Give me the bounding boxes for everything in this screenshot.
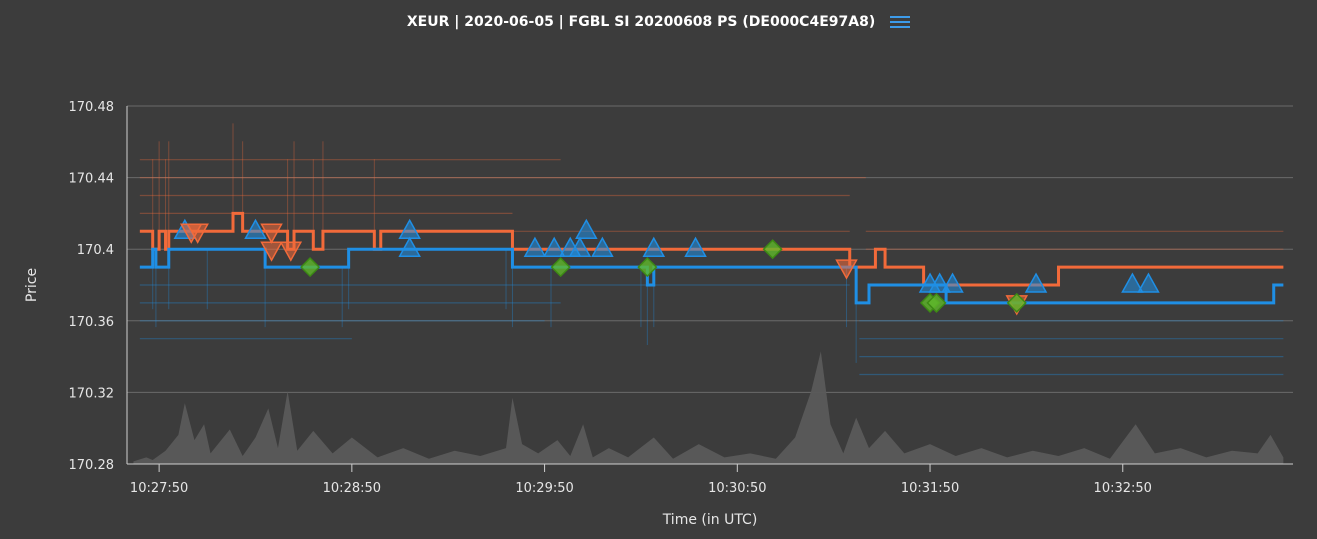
bid-up-triangle-marker (398, 236, 421, 257)
bid-up-triangle-marker (542, 236, 566, 257)
trade-diamond-marker (762, 239, 783, 260)
x-tick-label: 10:28:50 (323, 481, 381, 496)
axes: 170.48 170.44 170.4 170.36 170.32 170.28 10:27… (69, 100, 1293, 496)
volume-area-path (133, 351, 1284, 464)
y-tick-label: 170.32 (69, 386, 115, 401)
hamburger-menu-icon[interactable] (890, 15, 911, 29)
bid-up-triangle-marker (591, 236, 614, 257)
bid-up-triangle-marker (941, 272, 964, 293)
x-tick-label: 10:30:50 (708, 481, 766, 496)
ask-down-triangle-marker (835, 259, 858, 280)
x-tick-label: 10:32:50 (1094, 481, 1152, 496)
trade-diamond-marker (637, 257, 658, 278)
ask-down-triangle-marker (279, 241, 303, 262)
order-book-depth (139, 123, 1284, 376)
chart-title-bar: XEUR | 2020-06-05 | FGBL SI 20200608 PS … (0, 14, 1317, 30)
ask-down-triangle-marker (260, 223, 283, 244)
y-tick-label: 170.44 (69, 172, 115, 187)
y-tick-label: 170.48 (69, 100, 115, 115)
y-tick-label: 170.36 (69, 315, 115, 330)
bid-up-triangle-marker (568, 236, 592, 257)
trade-diamond-marker (1006, 292, 1027, 313)
x-tick-label: 10:31:50 (901, 481, 959, 496)
bid-up-triangle-marker (642, 236, 666, 257)
bid-up-triangle-marker (1121, 272, 1144, 293)
bid-up-triangle-marker (398, 218, 421, 240)
y-axis-title: Price (24, 268, 40, 302)
x-axis-title: Time (in UTC) (662, 512, 758, 528)
y-tick-label: 170.28 (69, 458, 115, 473)
bid-up-triangle-marker (244, 218, 267, 240)
trade-diamond-marker (300, 257, 321, 278)
y-tick-label: 170.4 (77, 243, 114, 258)
trade-diamond-marker (926, 292, 947, 313)
best-ask-line (139, 211, 1284, 287)
bid-up-triangle-marker (1137, 272, 1160, 293)
best-bid-line (139, 247, 1284, 305)
bid-up-triangle-marker (575, 218, 598, 240)
x-tick-label: 10:27:50 (130, 481, 188, 496)
bid-up-triangle-marker (684, 236, 707, 257)
trade-diamond-marker (550, 257, 571, 278)
best-price-lines (139, 211, 1284, 305)
volume-area (133, 351, 1284, 464)
chart-title: XEUR | 2020-06-05 | FGBL SI 20200608 PS … (406, 14, 876, 30)
ask-down-triangle-marker (186, 223, 209, 244)
bid-up-triangle-marker (523, 236, 547, 257)
event-markers (173, 218, 1160, 316)
ask-down-triangle-marker (260, 241, 283, 262)
x-tick-label: 10:29:50 (515, 481, 573, 496)
bid-up-triangle-marker (1024, 272, 1048, 293)
